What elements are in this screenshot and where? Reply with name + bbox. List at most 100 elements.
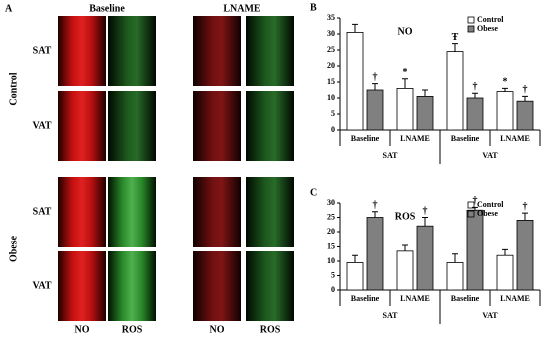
micrograph-ros [108,91,156,161]
group-label: VAT [482,311,498,320]
micrograph-ros [246,91,294,161]
micrograph-no [58,91,106,161]
panel-label: B [310,2,317,13]
row-label: SAT [33,206,52,217]
bar [366,217,384,291]
significance-marker: † [523,85,528,96]
significance-marker: † [523,201,528,212]
bar [446,51,464,131]
channel-label: ROS [122,324,143,335]
error-bar [502,248,508,256]
legend-swatch [467,201,475,209]
panel-label: A [5,3,13,14]
significance-marker: † [373,200,378,211]
error-bar [502,87,508,92]
bar [416,96,434,131]
legend-label: Control [477,15,504,24]
micrograph-no [193,251,241,321]
bar [516,100,534,131]
legend-label: Obese [477,209,498,218]
group-label: Obese [8,235,19,262]
channel-label: NO [75,324,90,335]
bar [466,209,484,291]
y-tick-label: 15 [327,77,335,86]
panel-label: C [310,187,317,198]
error-bar [522,212,528,221]
legend-swatch [467,210,475,218]
error-bar [372,83,378,90]
row-label: VAT [32,120,51,131]
micrograph-ros [246,177,294,247]
bar [516,219,534,291]
error-bar [402,78,408,89]
significance-marker: † [373,72,378,83]
micrograph-no [193,177,241,247]
y-tick-label: 20 [327,227,335,236]
significance-marker: * [403,67,408,78]
group-label: Control [8,72,19,105]
error-bar [522,95,528,102]
bar [366,89,384,131]
group-label: SAT [383,151,399,160]
bar [496,254,514,291]
micrograph-no [58,16,106,86]
x-tick-label: Baseline [451,134,480,143]
error-bar [372,211,378,218]
error-bar [352,23,358,33]
micrograph-ros [108,251,156,321]
y-tick-label: 5 [331,270,335,279]
x-tick-label: LNAME [500,134,530,143]
significance-marker: † [473,81,478,92]
y-tick-label: 15 [327,241,335,250]
y-tick-label: 20 [327,61,335,70]
bar [346,262,364,291]
bar [396,250,414,291]
significance-marker: * [503,77,508,88]
y-tick-label: 0 [331,285,335,294]
micrograph-no [193,16,241,86]
column-header: Baseline [89,3,125,14]
y-tick-label: 0 [331,125,335,134]
significance-marker: † [473,196,478,207]
row-label: SAT [33,45,52,56]
micrograph-ros [108,177,156,247]
y-tick-label: 10 [327,256,335,265]
micrograph-no [58,251,106,321]
error-bar [352,254,358,263]
channel-label: ROS [260,324,281,335]
y-tick-label: 25 [327,212,335,221]
y-tick-label: 30 [327,198,335,207]
channel-label: NO [210,324,225,335]
group-label: VAT [482,151,498,160]
micrograph-ros [246,251,294,321]
error-bar [402,244,408,251]
x-tick-label: LNAME [500,294,530,303]
y-tick-label: 5 [331,109,335,118]
x-tick-label: LNAME [400,134,430,143]
micrograph-ros [108,16,156,86]
bar [496,91,514,131]
legend-label: Control [477,200,504,209]
column-header: LNAME [223,3,261,14]
legend-swatch [467,16,475,24]
chart-title: NO [398,26,413,37]
y-tick-label: 10 [327,93,335,102]
bar [346,32,364,131]
bar [416,225,434,291]
x-tick-label: Baseline [351,134,380,143]
y-tick-label: 25 [327,45,335,54]
micrograph-no [193,91,241,161]
significance-marker: † [423,206,428,217]
error-bar [452,253,458,263]
legend-swatch [467,25,475,33]
y-tick-label: 35 [327,13,335,22]
error-bar [452,43,458,52]
group-label: SAT [383,311,399,320]
bar [446,262,464,291]
row-label: VAT [32,280,51,291]
error-bar [422,89,428,97]
x-tick-label: Baseline [351,294,380,303]
bar [466,97,484,131]
